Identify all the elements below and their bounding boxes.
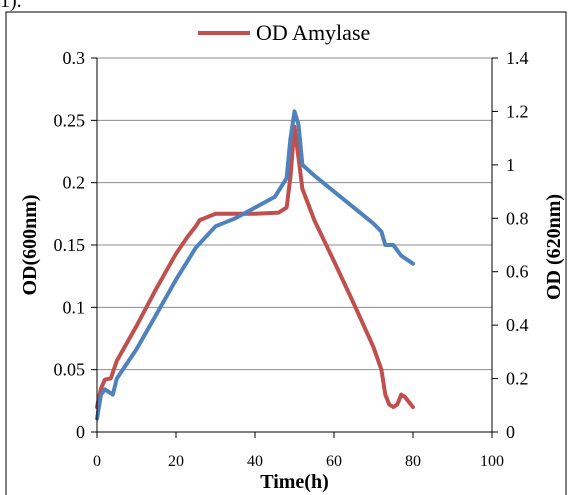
series-lines: [95, 109, 415, 421]
x-tick-label: 0: [93, 453, 101, 470]
y-right-tick-label: 0.2: [506, 369, 529, 389]
x-tick-label: 20: [168, 453, 184, 470]
y-left-tick-label: 0.05: [54, 360, 86, 380]
y-left-tick-label: 0.15: [54, 235, 86, 255]
y-left-tick-label: 0.2: [63, 173, 86, 193]
y-left-tick-label: 0.3: [63, 48, 86, 68]
grid-lines: [5, 11, 567, 495]
y-right-tick-label: 0.4: [506, 315, 529, 335]
y-right-tick-label: 1.4: [506, 48, 529, 68]
y-left-tick-label: 0.25: [54, 110, 86, 130]
tick-labels: 0 0.05 0.1 0.15 0.2 0.25 0.3 0 0.2 0.4 0.6 0.8 1 1.2 1…: [54, 48, 529, 470]
axes: [91, 57, 498, 438]
legend: OD Amylase: [198, 20, 370, 45]
chart-frame: [5, 11, 567, 495]
x-axis-label: Time(h): [260, 471, 329, 493]
y-axis-right-label: OD (620nm): [543, 194, 565, 300]
y-right-tick-label: 1: [506, 155, 515, 175]
y-right-tick-label: 0.6: [506, 262, 529, 282]
x-tick-label: 100: [480, 453, 504, 470]
y-right-tick-label: 1.2: [506, 101, 529, 121]
x-tick-label: 40: [247, 453, 263, 470]
y-axis-left-label: OD(600nm): [19, 194, 41, 295]
y-left-tick-label: 0: [76, 422, 85, 442]
y-right-tick-label: 0.8: [506, 208, 529, 228]
y-left-tick-label: 0.1: [63, 297, 86, 317]
figure-caption-fragment: 1).: [0, 0, 22, 12]
x-tick-label: 80: [405, 453, 421, 470]
legend-label-od-amylase: OD Amylase: [256, 20, 370, 45]
x-tick-label: 60: [326, 453, 342, 470]
series-line-od-amylase: [95, 124, 415, 410]
y-right-tick-label: 0: [506, 422, 515, 442]
series-line-od-620nm: [95, 109, 415, 421]
